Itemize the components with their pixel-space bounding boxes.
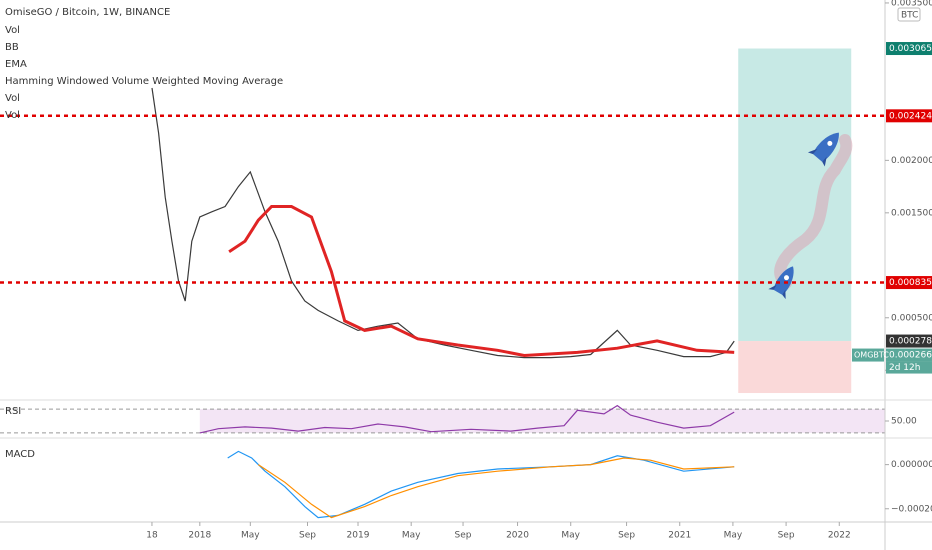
countdown-bg bbox=[886, 361, 932, 374]
indicator-name: Vol bbox=[5, 110, 20, 121]
y-tick-label: −0.0002000 bbox=[891, 504, 932, 514]
series-line bbox=[151, 87, 735, 359]
x-tick-label: Sep bbox=[618, 531, 635, 541]
chart-title: OmiseGO / Bitcoin, 1W, BINANCE bbox=[5, 7, 170, 18]
price-label: 0.0008356 bbox=[889, 278, 932, 288]
symbol-label: OMGBTC bbox=[854, 351, 889, 360]
pane-title: MACD bbox=[5, 449, 35, 460]
symbol-label-bg bbox=[852, 348, 884, 362]
x-tick-label: May bbox=[724, 531, 743, 541]
x-tick-label: Sep bbox=[778, 531, 795, 541]
y-tick-label: 50.00 bbox=[891, 417, 917, 427]
price-label: 0.0002781 bbox=[889, 337, 932, 347]
y-tick-label: 0.0000000 bbox=[891, 460, 932, 470]
price-label: 0.0024245 bbox=[889, 111, 932, 121]
x-tick-label: 2020 bbox=[506, 531, 529, 541]
price-label: 0.0030657 bbox=[889, 44, 932, 54]
x-tick-label: 2021 bbox=[668, 531, 691, 541]
x-tick-label: May bbox=[402, 531, 421, 541]
x-tick-label: 18 bbox=[146, 531, 158, 541]
indicator-name: Vol bbox=[5, 25, 20, 36]
position-stop bbox=[738, 341, 852, 394]
series-line bbox=[227, 450, 735, 519]
series-line bbox=[228, 205, 735, 358]
price-label-bg bbox=[886, 109, 932, 123]
price-label-bg bbox=[886, 42, 932, 56]
brush-stroke bbox=[774, 134, 853, 289]
countdown: 2d 12h bbox=[889, 363, 920, 373]
rsi-band bbox=[199, 409, 885, 433]
x-tick-label: 2018 bbox=[188, 531, 211, 541]
price-label-bg bbox=[886, 276, 932, 290]
series-line bbox=[257, 457, 735, 519]
rocket bbox=[807, 132, 839, 167]
position-target bbox=[738, 48, 852, 342]
price-label-bg bbox=[886, 348, 932, 362]
rocket bbox=[768, 266, 794, 300]
currency-badge bbox=[897, 7, 921, 22]
currency: BTC bbox=[901, 11, 918, 21]
x-tick-label: Sep bbox=[299, 531, 316, 541]
x-tick-label: 2022 bbox=[828, 531, 851, 541]
indicator-name: BB bbox=[5, 42, 19, 53]
x-tick-label: 2019 bbox=[347, 531, 370, 541]
indicator-name: Hamming Windowed Volume Weighted Moving … bbox=[5, 76, 283, 87]
indicator-name: EMA bbox=[5, 59, 27, 70]
price-label: 0.0002664 bbox=[889, 351, 932, 361]
series-line bbox=[199, 404, 735, 434]
pane-title: RSI bbox=[5, 406, 21, 417]
indicator-name: Vol bbox=[5, 93, 20, 104]
x-tick-label: May bbox=[561, 531, 580, 541]
price-label-bg bbox=[886, 334, 932, 348]
x-tick-label: Sep bbox=[455, 531, 472, 541]
x-tick-label: May bbox=[241, 531, 260, 541]
